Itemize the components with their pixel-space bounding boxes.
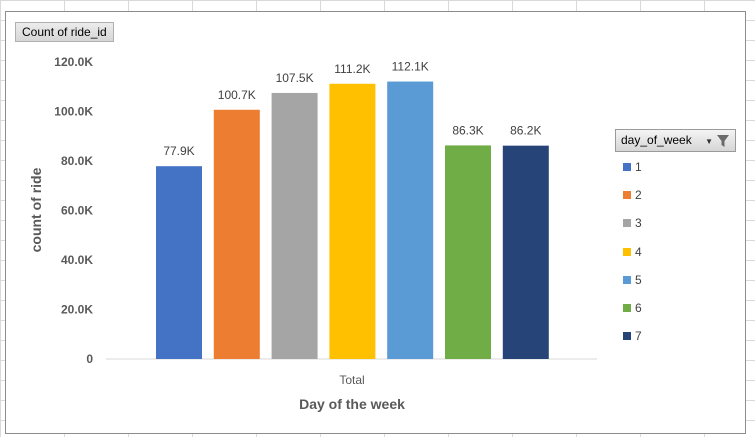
legend-title: day_of_week bbox=[621, 133, 692, 147]
y-axis-title: count of ride bbox=[28, 167, 44, 252]
legend-swatch bbox=[623, 219, 631, 228]
data-label: 112.1K bbox=[392, 60, 429, 74]
legend-filter-button[interactable]: day_of_week ▼ bbox=[615, 129, 736, 152]
legend-label: 3 bbox=[635, 216, 642, 231]
legend-swatch bbox=[623, 304, 631, 312]
legend-label: 4 bbox=[635, 244, 642, 259]
dropdown-caret-icon: ▼ bbox=[705, 137, 713, 146]
bar-day-7[interactable] bbox=[502, 145, 549, 359]
legend-label: 6 bbox=[635, 301, 642, 315]
data-label: 77.9K bbox=[163, 144, 194, 158]
y-tick-label: 100.0K bbox=[54, 105, 93, 119]
y-tick-label: 20.0K bbox=[61, 303, 93, 317]
bar-day-2[interactable] bbox=[213, 109, 260, 359]
data-label: 100.7K bbox=[218, 88, 256, 102]
bar-day-1[interactable] bbox=[156, 166, 202, 359]
bar-day-5[interactable] bbox=[387, 81, 434, 360]
data-label-group: 77.9K 100.7K 107.5K 111.2K 112.1K 86.3K 86.2K bbox=[163, 60, 541, 159]
legend-label: 5 bbox=[635, 272, 642, 287]
chart-area[interactable] bbox=[5, 11, 746, 434]
value-field-button[interactable]: Count of ride_id bbox=[15, 22, 114, 42]
bar-group bbox=[156, 81, 549, 360]
legend-swatch bbox=[623, 247, 631, 256]
legend-swatch bbox=[623, 191, 631, 200]
bar-day-4[interactable] bbox=[329, 83, 376, 359]
data-label: 86.3K bbox=[452, 123, 483, 137]
y-tick-label: 80.0K bbox=[61, 154, 93, 168]
legend-label: 7 bbox=[635, 329, 642, 344]
legend-label: 1 bbox=[635, 160, 642, 174]
bar-day-6[interactable] bbox=[445, 145, 491, 359]
data-label: 111.2K bbox=[334, 62, 370, 76]
y-tick-label: 40.0K bbox=[61, 253, 93, 267]
legend-swatch bbox=[623, 163, 631, 171]
legend-label: 2 bbox=[635, 188, 642, 203]
legend-swatch bbox=[623, 275, 631, 284]
y-tick-label: 60.0K bbox=[61, 204, 93, 218]
x-axis-title: Day of the week bbox=[299, 396, 405, 412]
y-tick-label: 120.0K bbox=[54, 55, 93, 69]
y-axis-tick-labels: 0 20.0K 40.0K 60.0K 80.0K 100.0K 120.0K bbox=[54, 55, 93, 366]
data-label: 86.2K bbox=[510, 124, 541, 138]
data-label: 107.5K bbox=[276, 71, 314, 85]
y-tick-label: 0 bbox=[86, 352, 93, 366]
x-category-label: Total bbox=[339, 373, 364, 387]
bar-day-3[interactable] bbox=[271, 92, 318, 359]
filter-funnel-icon bbox=[717, 135, 729, 147]
legend-swatch bbox=[623, 332, 631, 341]
